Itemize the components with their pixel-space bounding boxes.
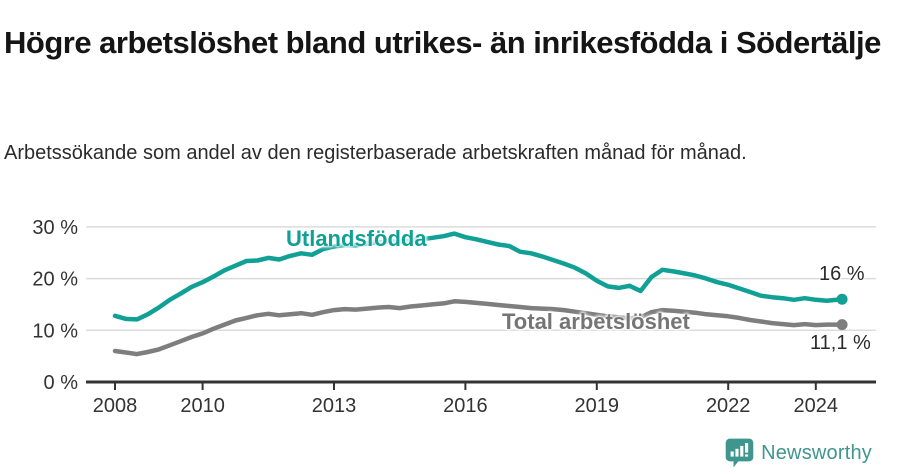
y-tick-label: 0 % <box>44 372 79 394</box>
x-tick-label: 2010 <box>180 395 225 417</box>
series-line-utlandsfodda <box>112 231 845 322</box>
chart-subtitle: Arbetssökande som andel av den registerb… <box>4 142 747 164</box>
x-tick-label: 2013 <box>312 395 357 417</box>
page-title: Högre arbetslöshet bland utrikes- än inr… <box>4 24 881 60</box>
newsworthy-brand-text: Newsworthy <box>761 441 872 464</box>
x-tick-label: 2024 <box>794 395 839 417</box>
series-label-total-arbetsloshet: Total arbetslöshet <box>502 309 690 334</box>
x-tick-label: 2016 <box>443 395 488 417</box>
newsworthy-bubble-chart-icon <box>725 438 754 468</box>
y-tick-label: 20 % <box>32 269 78 291</box>
newsworthy-logo: Newsworthy <box>725 438 872 468</box>
end-value-label-total-arbetsloshet: 11,1 % <box>810 332 871 354</box>
series-line-total-arbetsloshet <box>112 299 845 357</box>
y-tick-label: 30 % <box>32 217 78 239</box>
series-end-dot-total-arbetsloshet <box>836 319 848 331</box>
end-value-label-utlandsfodda: 16 % <box>819 263 865 285</box>
y-tick-label: 10 % <box>32 320 78 342</box>
x-tick-label: 2022 <box>706 395 751 417</box>
x-tick-label: 2019 <box>575 395 620 417</box>
series-label-utlandsfodda: Utlandsfödda <box>286 226 427 251</box>
series-end-dot-utlandsfodda <box>836 293 848 305</box>
x-tick-label: 2008 <box>93 395 138 417</box>
